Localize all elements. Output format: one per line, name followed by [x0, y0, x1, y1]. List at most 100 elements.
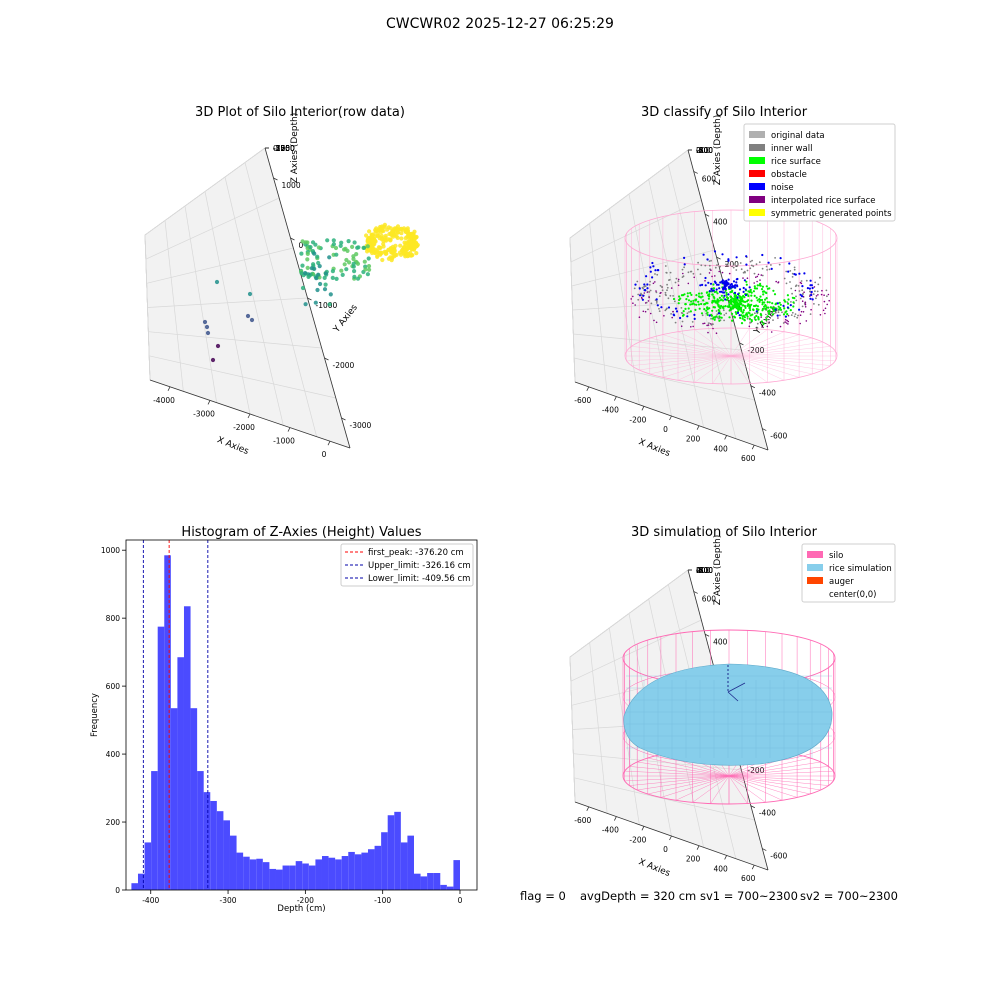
chart1-grid-line — [144, 147, 266, 236]
chart2-rice-point — [734, 311, 737, 314]
chart2-wall-point — [770, 315, 773, 317]
chart2-noise-point — [767, 261, 770, 264]
chart2-rice-point — [686, 295, 689, 298]
chart3-plot-frame — [125, 539, 478, 891]
chart2-noise-point — [720, 290, 723, 293]
chart2-x-tick — [586, 386, 590, 392]
chart2-wall-point — [790, 314, 793, 316]
chart2-noise-point — [721, 287, 725, 290]
chart2-interpolated-point — [630, 298, 632, 300]
chart2-interpolated-point — [756, 275, 759, 278]
chart4-silo-floor-wire — [728, 775, 783, 801]
chart2-x-tick-label: -600 — [574, 396, 591, 405]
chart2-wall-point — [666, 289, 668, 292]
chart2-rice-point — [689, 291, 692, 295]
chart2-rice-point — [734, 293, 737, 296]
chart1-point — [354, 252, 359, 257]
chart2-wall-point — [692, 272, 695, 275]
chart2-rice-point — [747, 294, 750, 298]
chart2-noise-point — [701, 283, 704, 286]
chart1-point — [381, 228, 386, 234]
chart1-point — [308, 245, 313, 250]
chart1-point — [205, 330, 211, 336]
chart4-auger-line — [727, 691, 739, 702]
chart1-y-tick-label: 1000 — [282, 181, 301, 190]
chart2-interpolated-point — [692, 325, 694, 328]
chart2-rice-point — [687, 299, 691, 302]
chart2-wall-point — [795, 299, 798, 302]
chart3-bar — [210, 800, 217, 890]
chart3-bar — [177, 657, 184, 890]
chart2-rice-point — [742, 309, 745, 312]
chart2-wall-point — [816, 290, 819, 293]
chart2-wall-point — [789, 270, 792, 272]
chart2-rice-point — [748, 317, 752, 320]
chart1-point — [352, 269, 357, 274]
chart2-rice-point — [768, 310, 771, 313]
chart2-rice-point — [706, 313, 709, 316]
chart1-point — [382, 222, 387, 227]
chart2-rice-point — [786, 313, 789, 316]
chart2-wall-point — [789, 281, 791, 283]
chart2-wall-point — [697, 268, 699, 271]
chart1-point — [323, 271, 328, 276]
chart2-rice-point — [749, 288, 752, 291]
chart4-x-tick — [669, 835, 672, 841]
chart1-point — [306, 274, 311, 279]
chart1-point — [392, 232, 398, 238]
chart2-silo-floor-wire — [730, 355, 800, 378]
chart2-rice-point — [743, 316, 747, 319]
chart2-noise-point — [652, 265, 655, 268]
chart2-wall-point — [710, 259, 712, 262]
chart2-rice-point — [739, 307, 742, 310]
chart2-x-tick-label: -400 — [602, 406, 619, 415]
chart2-noise-point — [649, 270, 652, 273]
chart2-rice-point — [761, 303, 764, 306]
chart2-silo-floor-wire — [694, 355, 732, 383]
chart2-noise-point — [806, 287, 810, 290]
chart2-noise-point — [708, 290, 712, 293]
chart2-wall-point — [798, 290, 801, 292]
chart2-wall-point — [749, 260, 752, 263]
chart2-noise-point — [714, 281, 717, 284]
chart2-wall-point — [754, 312, 756, 315]
chart2-noise-point — [654, 269, 657, 272]
chart2-noise-point — [809, 279, 812, 282]
chart2-noise-point — [638, 287, 641, 290]
chart2-rice-point — [706, 306, 709, 309]
chart2-wall-point — [761, 267, 764, 270]
chart2-rice-point — [716, 298, 719, 301]
chart2-legend-swatch — [749, 131, 765, 138]
chart2-wall-point — [825, 289, 828, 292]
chart3-bar — [190, 708, 198, 890]
chart2-rice-point — [724, 305, 727, 308]
chart2-wall-point — [658, 307, 660, 310]
chart2-rice-point — [766, 315, 769, 318]
chart2-rice-point — [705, 309, 708, 312]
chart2-interpolated-point — [655, 321, 658, 324]
figure-title: CWCWR02 2025-12-27 06:25:29 — [386, 16, 614, 32]
chart2-rice-point — [743, 296, 746, 299]
chart4-y-tick-label: 600 — [702, 594, 717, 603]
chart4-silo-floor-wire — [728, 757, 811, 777]
chart2-wall-point — [740, 268, 743, 271]
chart2-rice-point — [759, 295, 762, 298]
chart2-rice-point — [689, 303, 692, 306]
chart2-rice-point — [744, 300, 747, 303]
chart2-legend-label: noise — [771, 183, 794, 193]
chart2-interpolated-point — [799, 281, 802, 284]
chart2-legend-label: rice surface — [771, 157, 821, 167]
chart2-interpolated-point — [728, 272, 731, 275]
chart1-point — [369, 235, 374, 240]
chart2-y-tick — [762, 428, 767, 431]
chart1-point — [365, 272, 370, 277]
chart1-point — [309, 266, 314, 271]
chart2-wall-point — [805, 279, 808, 282]
chart2-rice-point — [735, 301, 739, 304]
chart1-point — [303, 240, 308, 245]
chart2-silo-floor-wire — [730, 355, 785, 381]
chart1-point — [330, 275, 335, 280]
chart2-interpolated-point — [822, 309, 825, 312]
chart1-point — [355, 276, 361, 281]
chart2-noise-point — [798, 308, 801, 311]
